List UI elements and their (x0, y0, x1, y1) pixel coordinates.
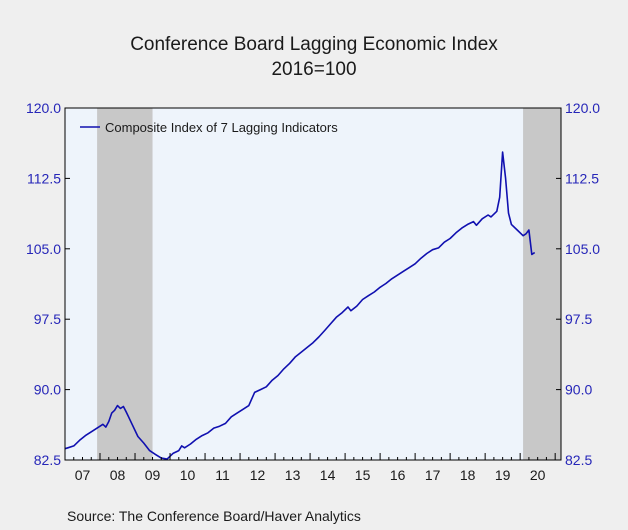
ytick-label-left: 112.5 (27, 170, 61, 186)
xtick-label: 15 (355, 467, 371, 483)
legend: Composite Index of 7 Lagging Indicators (80, 120, 338, 135)
ytick-label-left: 120.0 (26, 100, 61, 116)
xtick-label: 19 (495, 467, 511, 483)
ytick-label-left: 105.0 (26, 241, 61, 257)
chart-title: Conference Board Lagging Economic Index (130, 34, 498, 55)
xtick-label: 13 (285, 467, 301, 483)
xtick-label: 10 (180, 467, 196, 483)
recession-band-0 (97, 108, 153, 460)
ytick-label-right: 97.5 (565, 311, 592, 327)
ytick-label-left: 97.5 (34, 311, 61, 327)
ytick-label-right: 112.5 (565, 170, 599, 186)
xtick-label: 08 (110, 467, 126, 483)
xtick-label: 18 (460, 467, 476, 483)
ytick-label-right: 82.5 (565, 452, 592, 468)
xtick-label: 09 (145, 467, 161, 483)
chart-subtitle: 2016=100 (271, 59, 356, 80)
recession-band-1 (523, 108, 561, 460)
xtick-label: 20 (530, 467, 546, 483)
xtick-label: 14 (320, 467, 336, 483)
xtick-label: 11 (215, 467, 230, 483)
plot-border (64, 107, 562, 461)
xtick-label: 12 (250, 467, 266, 483)
source-note: Source: The Conference Board/Haver Analy… (67, 508, 361, 524)
ytick-label-left: 82.5 (34, 452, 61, 468)
xtick-label: 17 (425, 467, 441, 483)
ytick-label-right: 90.0 (565, 382, 592, 398)
legend-label: Composite Index of 7 Lagging Indicators (105, 120, 338, 135)
xtick-label: 07 (75, 467, 91, 483)
ytick-label-right: 105.0 (565, 241, 600, 257)
xtick-label: 16 (390, 467, 406, 483)
ytick-label-right: 120.0 (565, 100, 600, 116)
series-line-0 (64, 151, 536, 460)
ytick-label-left: 90.0 (34, 382, 61, 398)
